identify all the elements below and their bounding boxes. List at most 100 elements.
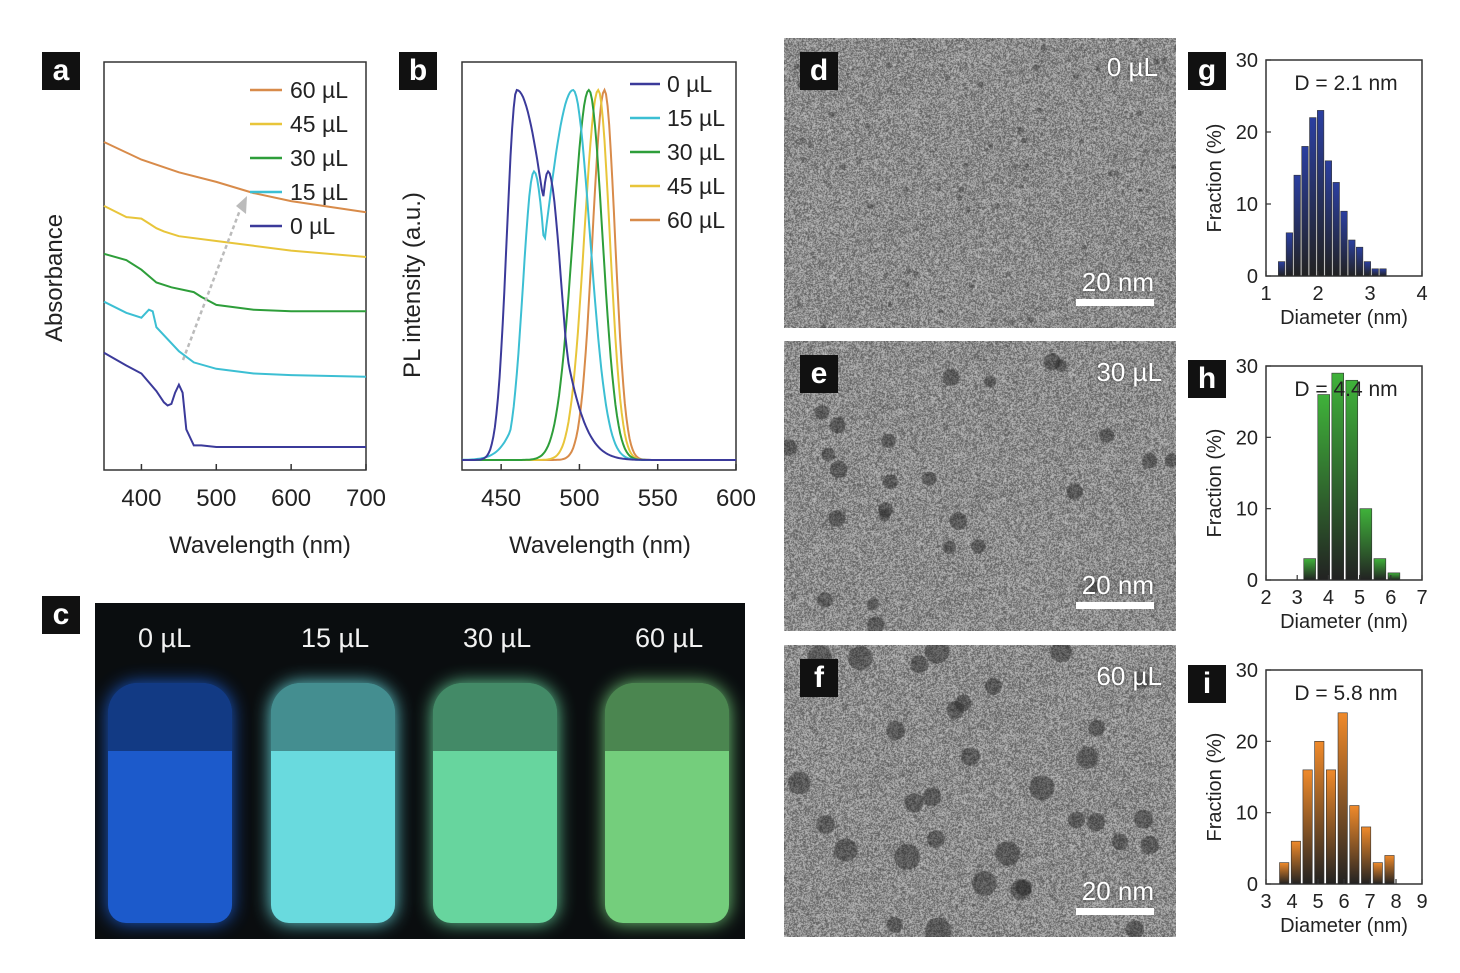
legend-label-b: 45 µL: [667, 173, 725, 199]
hist-bar-h: [1359, 508, 1373, 581]
hist-x-tick-label: 3: [1260, 891, 1271, 913]
hist-x-axis-label: Diameter (nm): [1280, 611, 1408, 633]
y-axis-label-b: PL intensity (a.u.): [399, 192, 426, 378]
panel-letter-d: d: [800, 52, 838, 90]
panel-letter-f: f: [800, 659, 838, 697]
hist-x-tick-label: 2: [1260, 587, 1271, 609]
hist-annotation: D = 5.8 nm: [1294, 682, 1397, 705]
x-tick-label-a: 400: [121, 485, 161, 512]
series-line-a: [103, 300, 367, 378]
x-tick-label-b: 600: [716, 485, 756, 512]
hist-x-tick-label: 4: [1416, 283, 1427, 305]
hist-bar-g: [1363, 261, 1371, 277]
hist-bar-i: [1384, 855, 1395, 885]
hist-bar-g: [1309, 117, 1317, 277]
hist-bar-g: [1340, 210, 1348, 277]
vial-neck: [108, 683, 232, 751]
vial-label: 15 µL: [301, 623, 370, 653]
hist-bar-h: [1331, 372, 1344, 581]
legend-label-b: 30 µL: [667, 139, 725, 165]
hist-x-tick-label: 5: [1354, 587, 1365, 609]
hist-bar-i: [1372, 862, 1383, 885]
hist-y-axis-label: Fraction (%): [1204, 124, 1226, 233]
hist-frame-h: [1265, 365, 1423, 581]
y-axis-label-a: Absorbance: [41, 214, 68, 342]
vial: [605, 683, 729, 923]
panel-letter-b: b: [399, 52, 437, 90]
vial: [433, 683, 557, 923]
tem-label-d: 0 µL: [1106, 52, 1158, 82]
hist-bar-g: [1324, 160, 1332, 277]
hist-x-tick-label: 7: [1416, 587, 1427, 609]
hist-bar-h: [1373, 558, 1387, 581]
series-line-a: [103, 141, 367, 214]
vial-neck: [605, 683, 729, 751]
series-line-a: [103, 205, 367, 258]
hist-x-tick-label: 7: [1364, 891, 1375, 913]
hist-bar-g: [1293, 174, 1301, 277]
hist-y-tick-label: 30: [1236, 660, 1258, 682]
hist-bar-g: [1348, 239, 1356, 277]
hist-x-tick-label: 6: [1338, 891, 1349, 913]
tem-image-f: 60 µL 20 nm: [784, 645, 1176, 937]
legend-label-a: 30 µL: [290, 145, 348, 171]
hist-x-tick-label: 4: [1323, 587, 1334, 609]
legend-label-a: 45 µL: [290, 111, 348, 137]
hist-bar-i: [1314, 741, 1325, 885]
series-line-a: [103, 351, 366, 448]
hist-bar-g: [1356, 246, 1364, 277]
hist-x-tick-label: 3: [1364, 283, 1375, 305]
hist-y-tick-label: 30: [1236, 50, 1258, 72]
hist-x-tick-label: 6: [1385, 587, 1396, 609]
hist-bar-h: [1303, 558, 1316, 581]
series-line-b: [462, 88, 736, 461]
hist-y-axis-label: Fraction (%): [1204, 733, 1226, 842]
vial-neck: [271, 683, 395, 751]
vial-label: 30 µL: [463, 623, 532, 653]
hist-x-tick-label: 2: [1312, 283, 1323, 305]
hist-x-axis-label: Diameter (nm): [1280, 915, 1408, 937]
scale-text-e: 20 nm: [1081, 570, 1154, 600]
legend-label-b: 15 µL: [667, 105, 725, 131]
legend-label-b: 0 µL: [667, 71, 712, 97]
panel-letter-g: g: [1188, 52, 1226, 90]
hist-bar-g: [1285, 232, 1293, 277]
hist-bar-h: [1387, 572, 1401, 581]
hist-bar-i: [1337, 712, 1348, 885]
hist-annotation: D = 4.4 nm: [1294, 378, 1397, 401]
x-tick-label-b: 450: [481, 485, 521, 512]
panel-letter-a: a: [42, 52, 80, 90]
hist-bar-g: [1371, 268, 1379, 277]
hist-y-tick-label: 20: [1236, 731, 1258, 753]
hist-bar-g: [1278, 261, 1286, 277]
x-axis-label-a: Wavelength (nm): [169, 532, 351, 559]
hist-bar-h: [1345, 379, 1359, 581]
hist-bar-i: [1302, 769, 1313, 885]
hist-bar-g: [1317, 110, 1325, 277]
x-axis-label-b: Wavelength (nm): [509, 532, 691, 559]
legend-label-a: 0 µL: [290, 213, 335, 239]
vial-label: 60 µL: [635, 623, 704, 653]
trend-arrow-head: [236, 196, 247, 214]
hist-annotation: D = 2.1 nm: [1294, 72, 1397, 95]
hist-y-tick-label: 0: [1247, 570, 1258, 592]
x-tick-label-b: 550: [638, 485, 678, 512]
hist-x-tick-label: 4: [1286, 891, 1297, 913]
tem-label-f: 60 µL: [1096, 661, 1162, 691]
tem-label-e: 30 µL: [1096, 357, 1162, 387]
vial: [108, 683, 232, 923]
panel-letter-i: i: [1188, 665, 1226, 703]
scale-text-f: 20 nm: [1081, 876, 1154, 906]
hist-x-tick-label: 1: [1260, 283, 1271, 305]
hist-y-tick-label: 0: [1247, 266, 1258, 288]
x-tick-label-a: 600: [271, 485, 311, 512]
scale-bar-e: [1076, 602, 1154, 609]
hist-y-tick-label: 20: [1236, 122, 1258, 144]
x-tick-label-a: 500: [196, 485, 236, 512]
hist-y-tick-label: 10: [1236, 803, 1258, 825]
panel-letter-h: h: [1188, 360, 1226, 398]
scale-bar-d: [1076, 299, 1154, 306]
x-tick-label-b: 500: [559, 485, 599, 512]
panel-letter-c: c: [42, 596, 80, 634]
hist-x-tick-label: 5: [1312, 891, 1323, 913]
